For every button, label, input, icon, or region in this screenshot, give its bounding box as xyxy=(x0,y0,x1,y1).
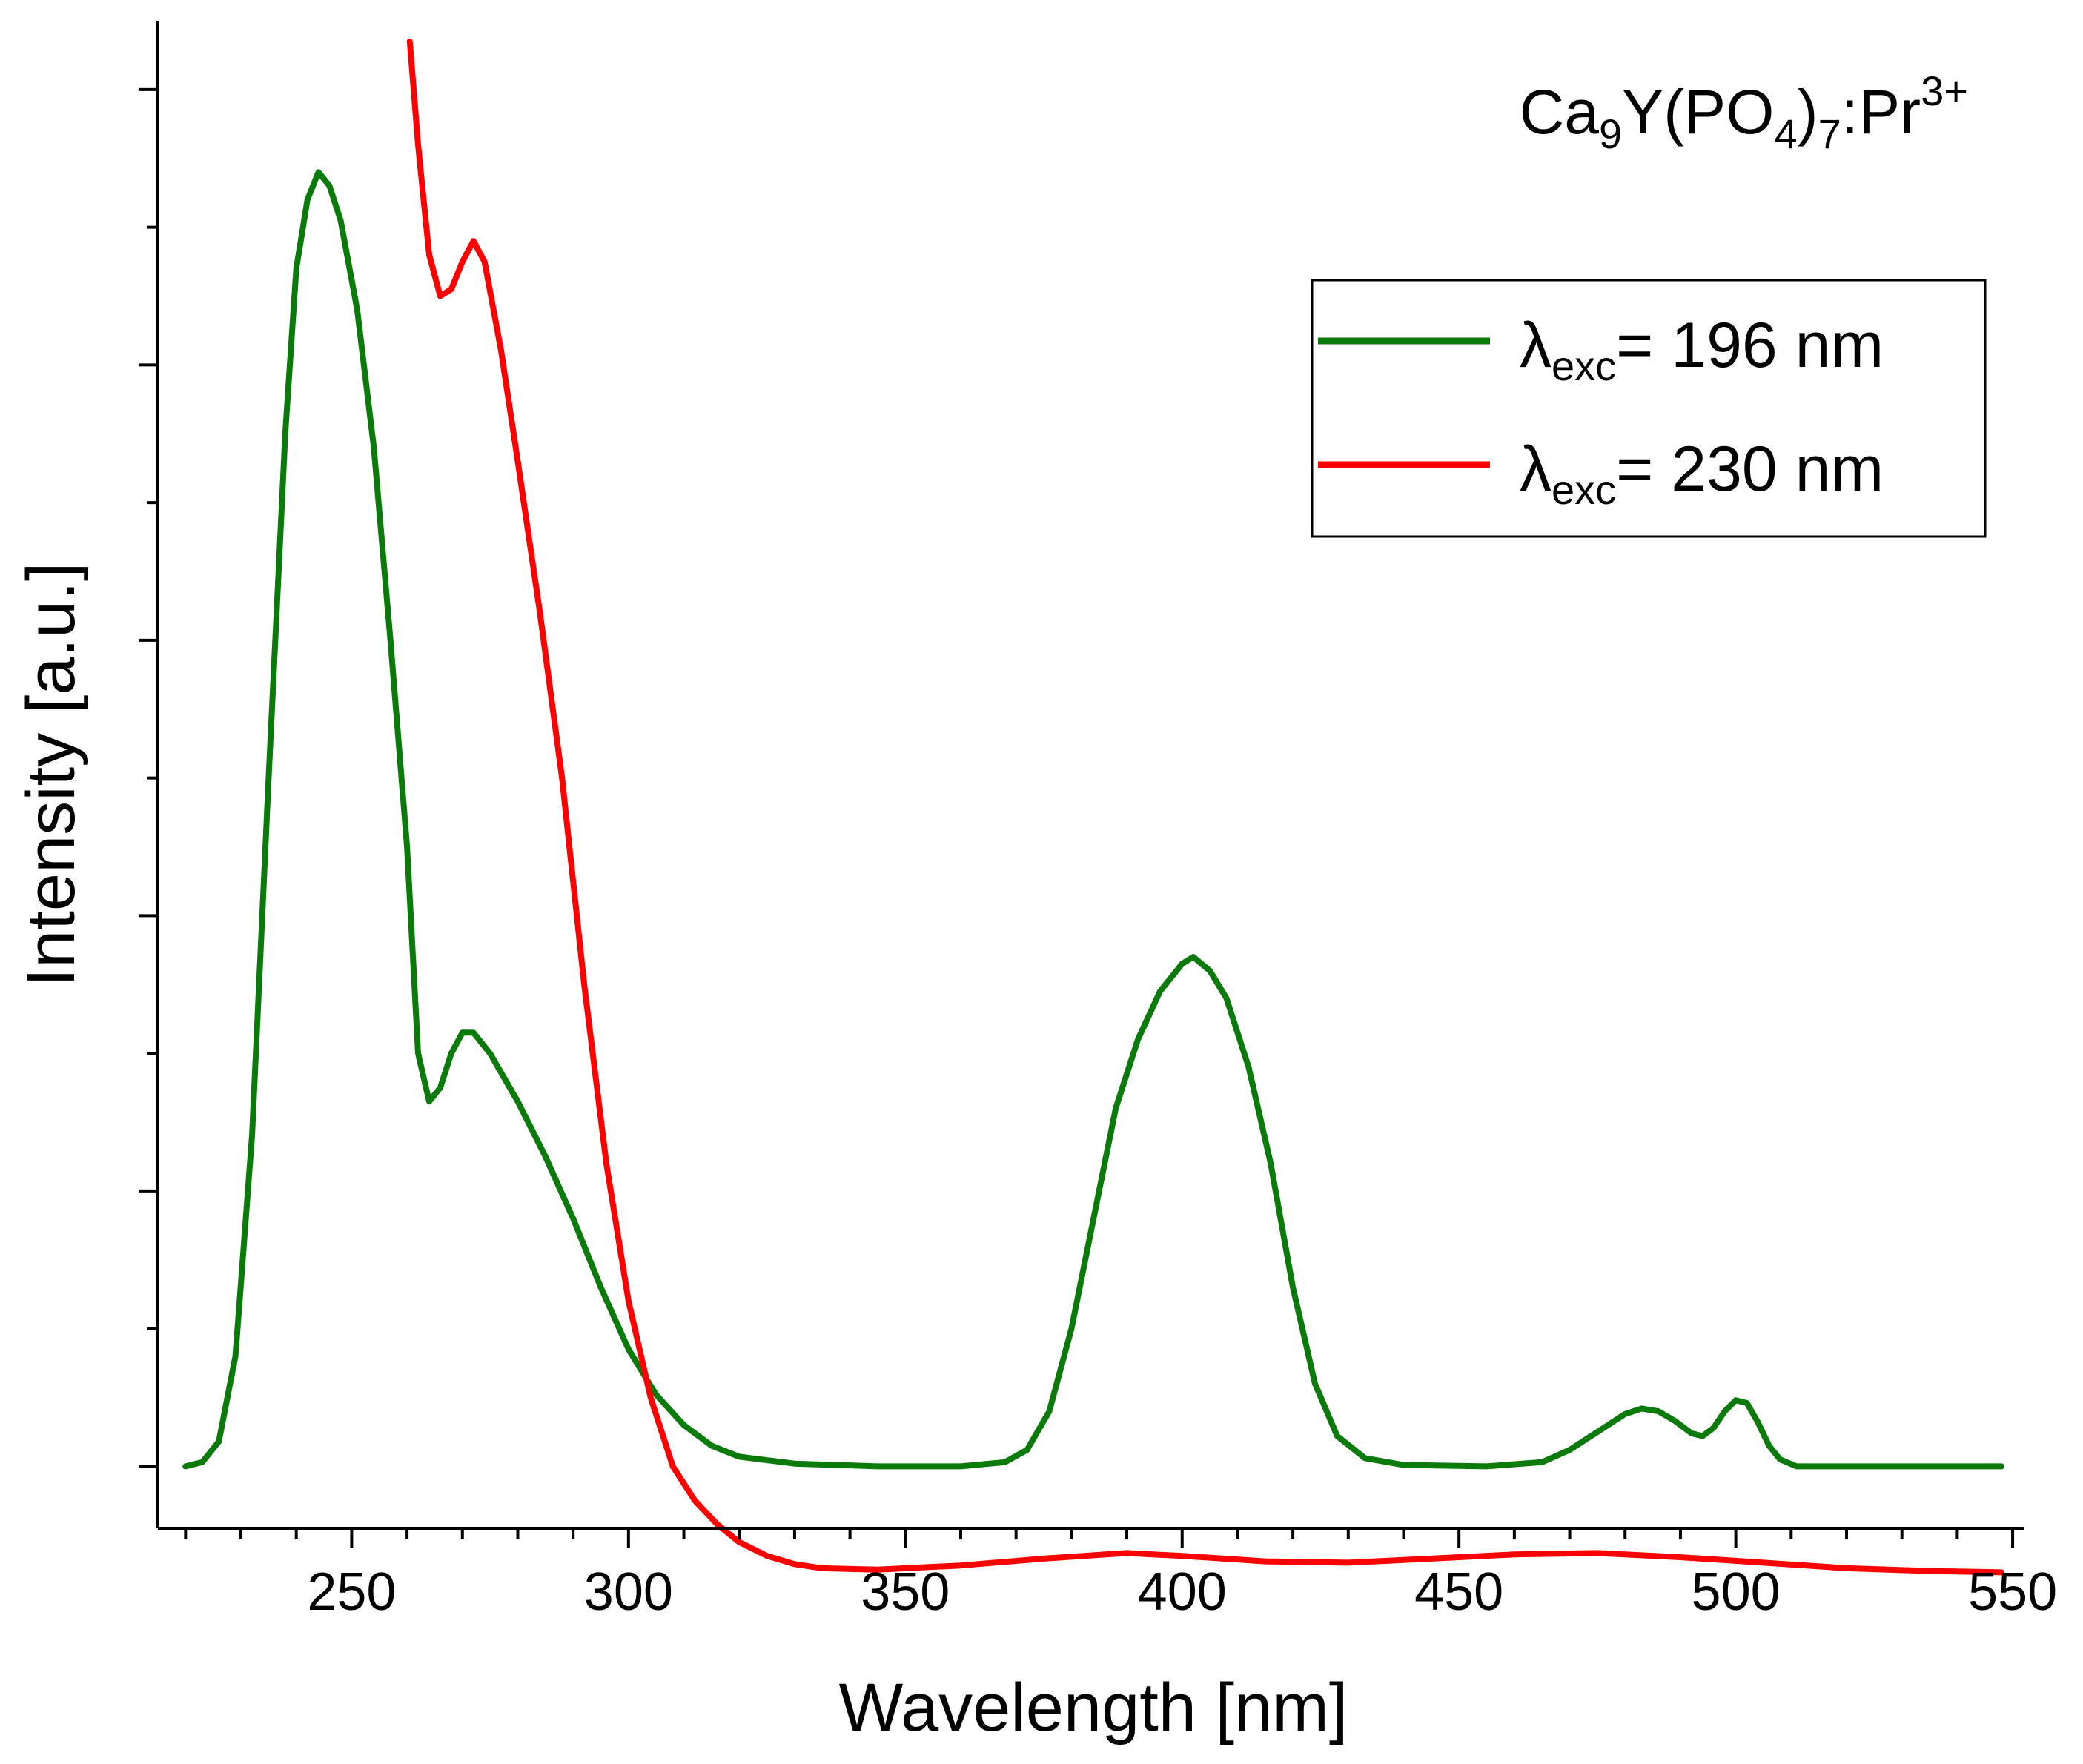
series-layer xyxy=(182,38,2005,1576)
series-line-1 xyxy=(182,169,2005,1470)
compound-annotation: Ca9Y(PO4)7:Pr3+ xyxy=(1520,67,1968,157)
x-tick-label: 400 xyxy=(1138,1562,1227,1622)
annotation-mid: Y(PO xyxy=(1622,77,1774,147)
y-axis-title: Intensity [a.u.] xyxy=(13,563,89,987)
legend-box xyxy=(1311,279,1987,538)
annotation-sub2: 4 xyxy=(1775,110,1798,157)
annotation-base: Ca xyxy=(1520,77,1600,147)
annotation-close: ) xyxy=(1798,77,1818,147)
annotation-tail: :Pr xyxy=(1841,77,1921,147)
x-tick-labels: 250 300 350 400 450 500 550 xyxy=(307,1562,2057,1622)
x-axis-title: Wavelength [nm] xyxy=(839,1670,1348,1745)
x-tick-label: 500 xyxy=(1692,1562,1781,1622)
legend: λexc= 196 nm λexc= 230 nm xyxy=(1311,279,1987,538)
x-tick-label: 250 xyxy=(307,1562,396,1622)
legend-label-series-2: λexc= 230 nm xyxy=(1520,434,1884,513)
x-tick-label: 550 xyxy=(1968,1562,2057,1622)
annotation-sub3: 7 xyxy=(1818,110,1841,157)
annotation-sub1: 9 xyxy=(1599,110,1622,157)
x-tick-label: 300 xyxy=(584,1562,673,1622)
annotation-sup: 3+ xyxy=(1921,67,1968,114)
x-tick-label: 450 xyxy=(1414,1562,1503,1622)
axes-layer xyxy=(139,21,2024,1548)
series-line-2 xyxy=(406,38,2005,1576)
legend-label-series-1: λexc= 196 nm xyxy=(1520,310,1884,389)
x-tick-label: 350 xyxy=(861,1562,950,1622)
